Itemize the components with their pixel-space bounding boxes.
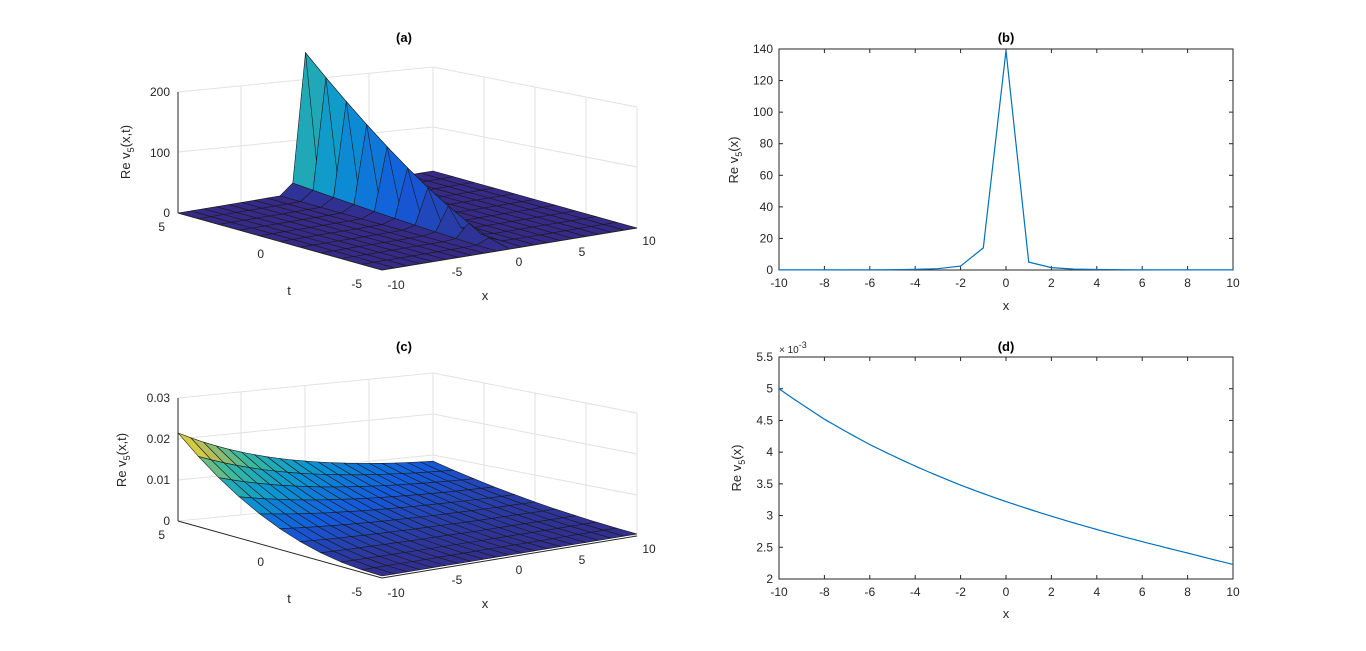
panel-a-t-tick: 5 xyxy=(158,220,165,234)
panel-a-x-tick: 0 xyxy=(516,255,523,269)
panel-d-ticks: -10 -8 -6 -4 -2 0 2 4 6 8 10 2 2.5 3 3.5 4 4.5 5 5.5 xyxy=(756,350,1240,599)
panel-d-y-label: Re v5(x) xyxy=(729,445,747,492)
panel-c-x-tick: 10 xyxy=(642,542,656,556)
panel-c-surface-patch xyxy=(603,527,638,537)
panel-c-z-tick: 0.02 xyxy=(147,432,171,446)
panel-d-x-tick: 4 xyxy=(1093,585,1100,599)
panel-c-t-label: t xyxy=(287,591,291,606)
panel-c-t-tick: 0 xyxy=(257,555,264,569)
panel-d-x-tick: 2 xyxy=(1048,585,1055,599)
panel-c-title: (c) xyxy=(396,339,412,354)
panel-c-x-axis xyxy=(381,535,638,579)
panel-d-x-tick: 0 xyxy=(1003,585,1010,599)
panel-b-y-tick: 0 xyxy=(766,263,773,277)
panel-b-x-tick: 6 xyxy=(1139,276,1146,290)
panel-d-x-tick: -2 xyxy=(955,585,966,599)
panel-b-axes-box xyxy=(778,48,1234,271)
panel-c-x-label: x xyxy=(482,596,489,611)
panel-c-t-tick: 5 xyxy=(158,528,165,542)
panel-c-t-tick: -5 xyxy=(351,585,362,599)
panel-d-x-tick: -8 xyxy=(819,585,830,599)
panel-d-y-tick: 3 xyxy=(766,509,773,523)
panel-d-x-tick: 8 xyxy=(1184,585,1191,599)
panel-d-y-tick: 4.5 xyxy=(756,413,773,427)
panel-d-x-tick: -10 xyxy=(770,585,788,599)
panel-a-t-axis xyxy=(177,212,383,271)
panel-c-x-tick: -10 xyxy=(387,586,405,600)
panel-d-x-tick: -6 xyxy=(864,585,875,599)
panel-b-x-tick: -2 xyxy=(955,276,966,290)
panel-c-z-tick: 0.01 xyxy=(147,473,171,487)
panel-d-y-tick: 2.5 xyxy=(756,540,773,554)
panel-d-series-line xyxy=(778,388,1234,565)
panel-a-z-tick: 200 xyxy=(150,85,170,99)
panel-d-x-tick: 6 xyxy=(1139,585,1146,599)
panel-b-x-tick: 8 xyxy=(1184,276,1191,290)
panel-d-title: (d) xyxy=(998,339,1015,354)
panel-d-x-tick: 10 xyxy=(1226,585,1240,599)
panel-b-y-tick: 20 xyxy=(760,231,774,245)
panel-c-z-tick: 0 xyxy=(163,514,170,528)
panel-a-x-tick: 5 xyxy=(579,245,586,259)
panel-b-y-tick: 40 xyxy=(760,200,774,214)
panel-d-axes-box xyxy=(778,356,1234,580)
panel-a-title: (a) xyxy=(396,30,412,45)
panel-b-x-tick: 4 xyxy=(1093,276,1100,290)
panel-c-z-label: Re v5(x,t) xyxy=(114,433,132,487)
panel-b-x-tick: -10 xyxy=(770,276,788,290)
panel-c-x-tick: 0 xyxy=(516,563,523,577)
panel-b-title: (b) xyxy=(998,30,1015,45)
panel-a-z-tick: 100 xyxy=(150,146,170,160)
panel-d-y-tick: 3.5 xyxy=(756,477,773,491)
panel-b-series-line xyxy=(779,50,1233,271)
panel-d-y-tick: 4 xyxy=(766,445,773,459)
panel-d-y-tick: 5.5 xyxy=(756,350,773,364)
panel-c-x-tick: 5 xyxy=(579,553,586,567)
panel-b-y-tick: 80 xyxy=(760,137,774,151)
panel-b-x-tick: -8 xyxy=(819,276,830,290)
panel-a-x-tick: -5 xyxy=(452,265,463,279)
panel-b-x-tick: 2 xyxy=(1048,276,1055,290)
panel-a-z-label: Re v5(x,t) xyxy=(118,125,136,179)
panel-b-y-tick: 60 xyxy=(760,168,774,182)
panel-b-y-tick: 120 xyxy=(753,74,773,88)
panel-d-exponent-label: × 10-3 xyxy=(779,340,807,356)
panel-a-surface-plot: (a) 0 100 200 5 0 -5 -10 -5 0 5 xyxy=(118,30,656,303)
panel-b-x-tick: -6 xyxy=(864,276,875,290)
panel-d-y-tick: 2 xyxy=(766,572,773,586)
panel-a-surface xyxy=(177,51,638,271)
panel-a-x-tick: -10 xyxy=(387,278,405,292)
panel-b-x-tick: 10 xyxy=(1226,276,1240,290)
panel-c-x-tick: -5 xyxy=(452,573,463,587)
panel-b-x-label: x xyxy=(1003,298,1010,313)
panel-d-line-plot: (d) -10 -8 -6 -4 -2 0 2 4 6 8 10 2 2.5 3 3.5 4 4.5 5 5.5 ×… xyxy=(729,339,1240,621)
panel-b-line-plot: (b) -10 -8 -6 -4 -2 0 2 4 6 8 10020406080100120140… xyxy=(726,30,1240,313)
panel-b-y-tick: 140 xyxy=(753,42,773,56)
panel-a-x-label: x xyxy=(482,288,489,303)
panel-a-t-label: t xyxy=(287,283,291,298)
panel-a-x-tick: 10 xyxy=(642,234,656,248)
panel-b-x-tick: 0 xyxy=(1003,276,1010,290)
panel-c-surface-plot: (c) 0 0.01 0.02 0.03 5 0 -5 -10 -5 0 5 xyxy=(114,339,656,611)
panel-d-x-tick: -4 xyxy=(910,585,921,599)
panel-a-x-axis xyxy=(381,227,638,271)
panel-a-t-tick: -5 xyxy=(351,277,362,291)
panel-d-y-tick: 5 xyxy=(766,382,773,396)
panel-c-surface xyxy=(177,432,638,577)
panel-d-x-label: x xyxy=(1003,606,1010,621)
panel-b-y-tick: 100 xyxy=(753,105,773,119)
panel-b-y-label: Re v5(x) xyxy=(726,137,744,184)
panel-c-t-axis xyxy=(177,520,383,579)
panel-a-t-tick: 0 xyxy=(257,247,264,261)
panel-b-x-tick: -4 xyxy=(910,276,921,290)
panel-a-z-tick: 0 xyxy=(163,206,170,220)
panel-c-z-tick: 0.03 xyxy=(147,391,171,405)
